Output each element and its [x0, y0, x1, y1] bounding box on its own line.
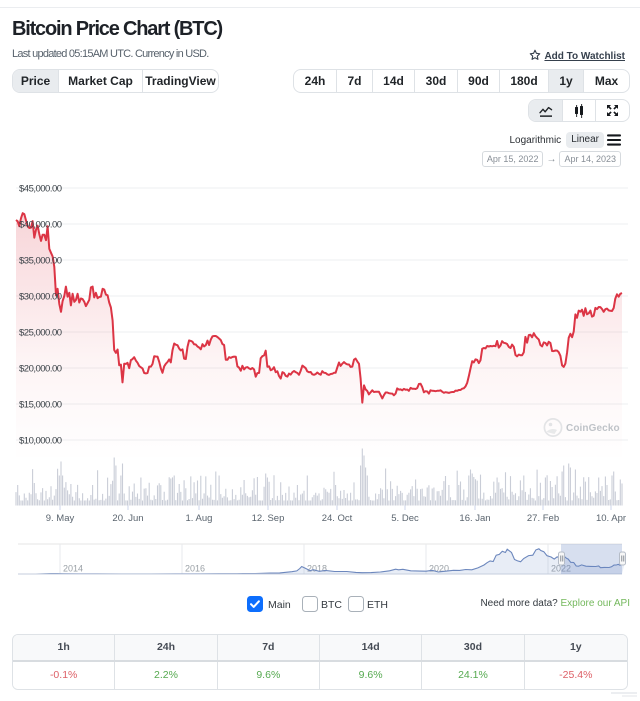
svg-text:20. Jun: 20. Jun: [112, 513, 143, 524]
svg-text:$20,000.00: $20,000.00: [19, 364, 62, 375]
svg-text:24. Oct: 24. Oct: [322, 513, 353, 524]
svg-text:27. Feb: 27. Feb: [527, 513, 559, 524]
svg-text:2018: 2018: [307, 564, 327, 574]
svg-text:9. May: 9. May: [46, 513, 75, 524]
svg-text:12. Sep: 12. Sep: [252, 513, 285, 524]
svg-text:$35,000.00: $35,000.00: [19, 256, 62, 267]
svg-text:$15,000.00: $15,000.00: [19, 400, 62, 411]
svg-text:$45,000.00: $45,000.00: [19, 184, 62, 195]
svg-text:$30,000.00: $30,000.00: [19, 292, 62, 303]
svg-text:2014: 2014: [63, 564, 83, 574]
svg-text:1. Aug: 1. Aug: [186, 513, 213, 524]
svg-text:2022: 2022: [551, 564, 571, 574]
svg-text:2020: 2020: [429, 564, 449, 574]
svg-text:$40,000.00: $40,000.00: [19, 220, 62, 231]
svg-text:5. Dec: 5. Dec: [391, 513, 419, 524]
svg-text:CoinGecko: CoinGecko: [566, 423, 620, 434]
svg-text:16. Jan: 16. Jan: [459, 513, 490, 524]
svg-text:$25,000.00: $25,000.00: [19, 328, 62, 339]
svg-text:2016: 2016: [185, 564, 205, 574]
svg-text:$10,000.00: $10,000.00: [19, 436, 62, 447]
svg-text:10. Apr: 10. Apr: [596, 513, 626, 524]
